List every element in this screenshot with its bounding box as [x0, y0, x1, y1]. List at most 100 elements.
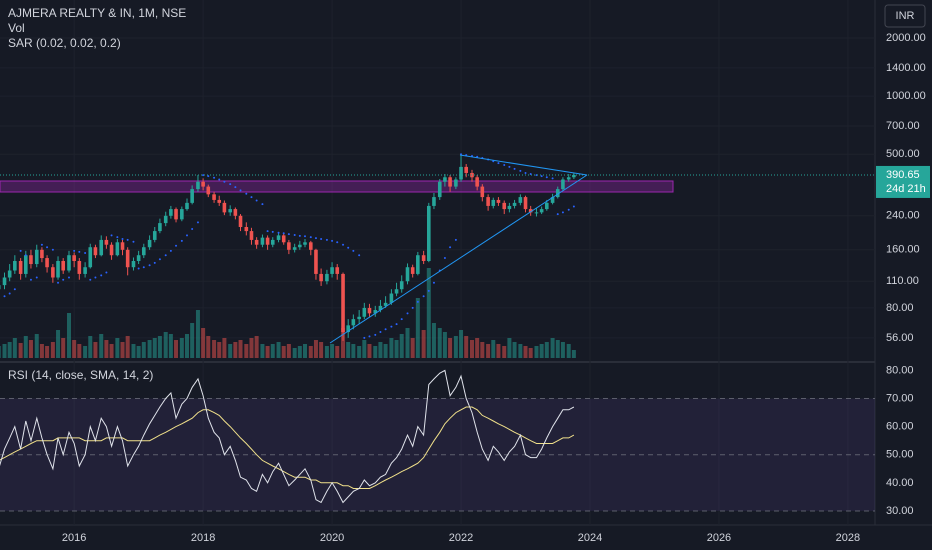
volume-bar — [367, 344, 372, 358]
candle-body — [169, 209, 173, 216]
volume-bar — [104, 340, 109, 358]
volume-bar — [184, 334, 189, 358]
volume-bar — [77, 344, 82, 358]
candle-body — [287, 242, 291, 250]
volume-bar — [292, 348, 297, 358]
sar-dot — [57, 281, 60, 284]
candle-body — [523, 197, 528, 210]
volume-bar — [421, 330, 426, 358]
candle-body — [40, 249, 44, 259]
sar-dot — [352, 249, 355, 252]
candle-body — [72, 255, 76, 262]
candle-body — [260, 237, 265, 245]
candle-body — [136, 255, 141, 262]
candle-body — [131, 261, 136, 268]
sar-dot — [449, 246, 452, 249]
trend-line — [329, 174, 588, 344]
sar-dot — [223, 180, 226, 183]
volume-bar — [480, 342, 485, 358]
currency[interactable]: INR — [896, 10, 915, 22]
volume-bar — [206, 336, 211, 358]
volume-bar — [201, 328, 206, 358]
candle-body — [373, 310, 378, 314]
sar-dot — [132, 240, 135, 243]
volume-bar — [308, 346, 313, 358]
volume-bar — [222, 338, 227, 358]
sar-dot — [78, 250, 81, 253]
candle-body — [357, 316, 361, 320]
rsi-title: RSI (14, close, SMA, 14, 2) — [8, 368, 153, 382]
volume-bar — [39, 344, 44, 358]
last-price-box — [876, 165, 930, 198]
sar-dot — [406, 312, 409, 315]
last-price-label: 390.65 — [886, 169, 920, 181]
candle-body — [399, 281, 404, 290]
y-tick-label: 1400.00 — [886, 62, 926, 74]
candle-body — [459, 166, 463, 180]
axes: 2000.00 1400.00 1000.00 700.00 500.00 240.00 1… — [62, 32, 930, 544]
volume-bar — [93, 342, 98, 358]
sar-dot — [551, 177, 554, 180]
candle-body — [56, 261, 60, 278]
sar-dot — [13, 288, 16, 291]
candle-body — [265, 237, 270, 245]
volume-bar — [302, 344, 307, 358]
volume-bar — [61, 338, 66, 358]
candle-body — [158, 223, 162, 232]
sar-dot — [363, 336, 366, 339]
sar-dot — [368, 335, 371, 338]
y-tick-label: 80.00 — [886, 302, 914, 314]
candle-body — [367, 307, 372, 314]
zone — [0, 180, 674, 193]
candle-body — [109, 244, 114, 256]
candle-body — [448, 177, 452, 187]
sar-dot — [3, 295, 6, 298]
candle-body — [502, 202, 507, 210]
candle-body — [325, 273, 329, 282]
candle-body — [454, 179, 458, 187]
volume-bar — [469, 340, 474, 358]
sar-dot — [497, 162, 500, 165]
volume-bar — [286, 344, 291, 358]
volume-bar — [141, 342, 146, 358]
volume-bar — [319, 342, 324, 358]
sar-dot — [73, 249, 76, 252]
candle-body — [45, 258, 49, 268]
volume-bar — [115, 338, 120, 358]
sar-dot — [245, 192, 248, 195]
sar-dot — [427, 289, 430, 292]
sar-dot — [94, 276, 97, 279]
volume-bar — [405, 328, 410, 358]
x-tick-label: 2022 — [449, 532, 473, 544]
sar-dot — [207, 175, 210, 178]
candle-body — [486, 197, 490, 206]
sar-dot — [62, 278, 65, 281]
sar-dot — [561, 211, 564, 214]
y-tick-label: 240.00 — [886, 210, 920, 222]
candle-body — [2, 277, 7, 286]
y-tick-label: 40.00 — [886, 477, 914, 489]
volume-bar — [453, 336, 458, 358]
currency-button[interactable] — [884, 4, 926, 28]
volume-bar — [544, 342, 549, 358]
candle-body — [196, 181, 200, 190]
sar-dot — [100, 274, 103, 277]
sar-dot — [384, 328, 387, 331]
candle-body — [426, 205, 431, 262]
sar-dot — [191, 228, 194, 231]
sar-dot — [540, 175, 543, 178]
candle-body — [61, 261, 65, 271]
volume-bar — [410, 338, 415, 358]
volume-bar — [233, 342, 238, 358]
y-tick-label: 60.00 — [886, 421, 914, 433]
candle-body — [152, 231, 157, 240]
sar-dot — [379, 331, 382, 334]
volume-bar — [125, 336, 130, 358]
candle-body — [512, 202, 517, 206]
candle-body — [528, 209, 533, 213]
sar-dot — [432, 281, 435, 284]
volume-bar — [270, 344, 275, 358]
candle-body — [249, 231, 254, 240]
candle-body — [201, 181, 205, 187]
